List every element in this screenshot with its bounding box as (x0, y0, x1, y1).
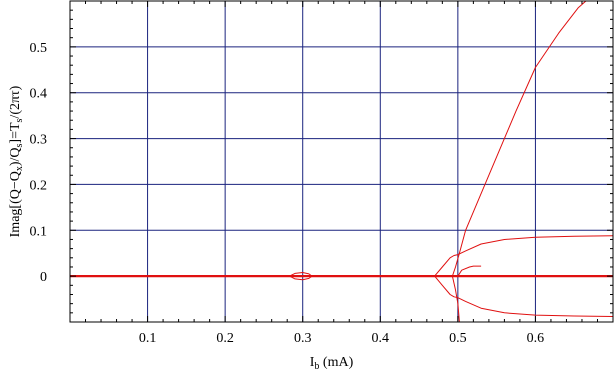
series-line-5 (434, 275, 614, 317)
series-line-2 (289, 272, 313, 277)
grid (70, 1, 613, 322)
plot-frame (69, 0, 614, 323)
y-tick-label: 0.1 (30, 224, 48, 239)
tick-labels: 0.1 0.2 0.3 0.4 0.5 0.6 0 0.1 0.2 0.3 0.4 0.5 (30, 41, 545, 346)
series-line-3 (289, 275, 313, 281)
y-tick-label: 0 (40, 270, 47, 285)
series-line-8 (457, 265, 482, 277)
x-tick-label: 0.2 (216, 331, 234, 346)
series-line-6 (451, 0, 587, 277)
x-axis-title: Ib (mA) (310, 355, 354, 372)
series-line-4 (434, 235, 614, 277)
y-tick-label: 0.2 (30, 178, 48, 193)
x-tick-label: 0.1 (139, 331, 157, 346)
ticks (70, 1, 613, 322)
series-group (70, 0, 614, 323)
series-line-7 (451, 275, 460, 323)
x-tick-label: 0.5 (449, 331, 467, 346)
x-tick-label: 0.3 (294, 331, 312, 346)
y-axis-title: Imag[(Q−Qx)/Qs]=Ts/(2πτ) (8, 85, 25, 237)
y-tick-label: 0.4 (30, 87, 48, 102)
y-tick-label: 0.5 (30, 41, 48, 56)
x-tick-label: 0.4 (372, 331, 390, 346)
y-tick-label: 0.3 (30, 133, 48, 148)
x-tick-label: 0.6 (527, 331, 545, 346)
